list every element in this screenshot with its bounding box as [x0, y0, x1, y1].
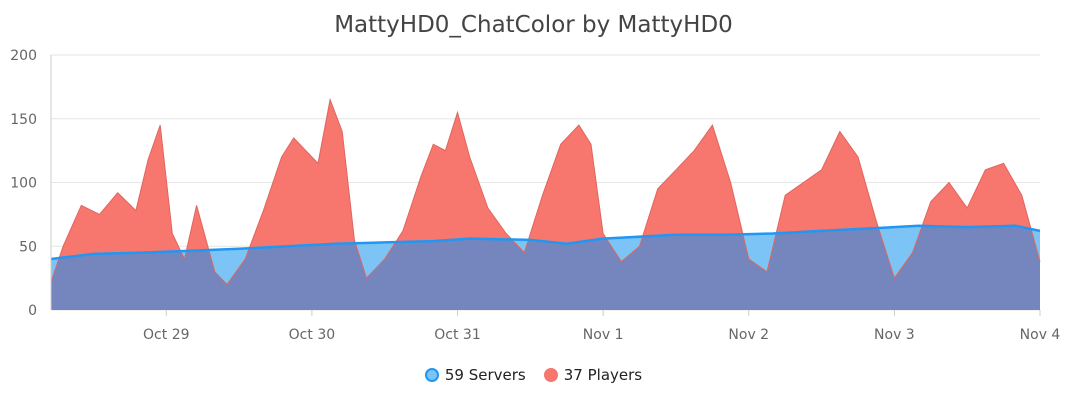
y-tick-label: 50 [19, 239, 37, 255]
legend: 59 Servers 37 Players [0, 366, 1067, 384]
x-tick-label: Nov 4 [1020, 327, 1061, 343]
series-layer [50, 97, 1041, 310]
legend-item-players[interactable]: 37 Players [543, 366, 643, 384]
x-tick-label: Oct 31 [434, 327, 480, 343]
players-line [50, 97, 1041, 286]
chart-title: MattyHD0_ChatColor by MattyHD0 [334, 12, 733, 38]
overlap-area [51, 225, 1040, 310]
y-tick-label: 200 [10, 48, 37, 64]
x-tick-label: Nov 2 [728, 327, 769, 343]
servers-line [50, 224, 1041, 261]
legend-label-servers: 59 Servers [444, 366, 526, 384]
x-tick-label: Oct 29 [143, 327, 189, 343]
axis-layer: 0 50 100 150 200 Oct 29 Oct 30 Oct 31 Nov 1 Nov 2… [10, 48, 1060, 343]
y-tick-label: 0 [28, 303, 37, 319]
chart-plot: 0 50 100 150 200 Oct 29 Oct 30 Oct 31 Nov 1 Nov 2… [10, 48, 1060, 343]
legend-item-servers[interactable]: 59 Servers [424, 366, 526, 384]
y-tick-label: 150 [10, 112, 37, 128]
players-swatch-icon [543, 368, 558, 382]
x-tick-label: Oct 30 [289, 327, 335, 343]
x-tick-label: Nov 3 [874, 327, 915, 343]
y-tick-label: 100 [10, 176, 37, 192]
legend-label-players: 37 Players [563, 366, 643, 384]
servers-swatch-icon [424, 368, 439, 382]
x-tick-label: Nov 1 [583, 327, 624, 343]
